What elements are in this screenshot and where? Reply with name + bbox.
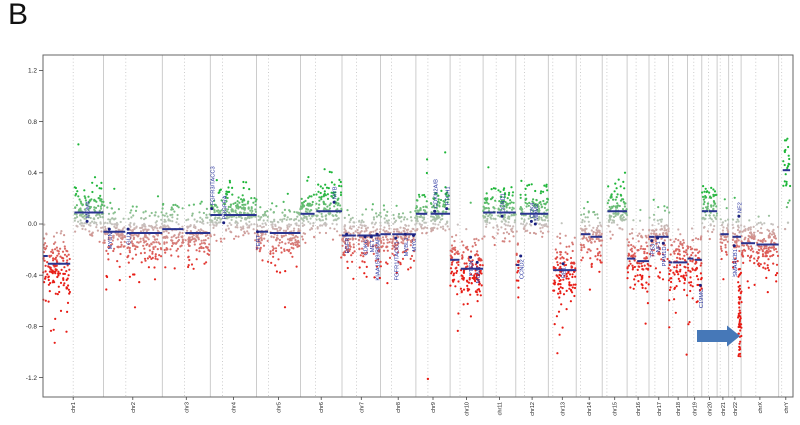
gene-label-TERT: TERT xyxy=(256,234,262,249)
x-tick-label-chr2: chr2 xyxy=(131,402,137,413)
gene-label-MDM4: MDM4 xyxy=(86,200,92,218)
y-tick-label: 0.8 xyxy=(28,119,37,126)
gene-dot-CDKN2A/B xyxy=(433,209,437,213)
gene-dot-FGFR1/TACC1 xyxy=(394,236,398,240)
y-tick-label: -0.8 xyxy=(26,324,38,331)
gene-dot-MYBL1 xyxy=(403,232,407,236)
x-tick-label-chr4: chr4 xyxy=(232,402,238,413)
gene-label-NF2: NF2 xyxy=(738,202,744,213)
gene-label-SMARCB1: SMARCB1 xyxy=(733,249,739,277)
gene-label-PTEN: PTEN xyxy=(469,261,475,276)
y-tick-label: 0.0 xyxy=(28,221,37,228)
gene-label-PDGFRA: PDGFRA xyxy=(222,195,228,219)
gene-label-PTCH1: PTCH1 xyxy=(445,186,451,205)
gene-label-CDK6: CDK6 xyxy=(364,240,370,255)
y-tick-label: -0.4 xyxy=(26,272,38,279)
gene-label-GLI2: GLI2 xyxy=(127,232,133,245)
gene-dot-TP53 xyxy=(650,239,654,243)
gene-label-NF1: NF1 xyxy=(656,241,662,252)
gene-dot-MYC xyxy=(412,234,415,237)
gene-dot-FGFR3/TACC3 xyxy=(210,207,214,211)
gene-label-FGFR3/TACC3: FGFR3/TACC3 xyxy=(210,166,216,205)
gene-dot-CDK4 xyxy=(529,219,533,223)
x-tick-label-chr21: chr21 xyxy=(721,402,727,416)
gene-label-C19MC: C19MC xyxy=(699,289,705,309)
gene-label-EGFR: EGFR xyxy=(345,237,351,253)
gene-label-TP53: TP53 xyxy=(650,244,656,258)
x-tick-label-chr22: chr22 xyxy=(733,402,739,416)
x-tick-label-chr15: chr15 xyxy=(613,402,619,416)
gene-label-MET: MET xyxy=(370,240,376,253)
x-tick-label-chr1: chr1 xyxy=(71,402,77,413)
y-tick-label: 0.4 xyxy=(28,170,37,177)
x-tick-label-chr6: chr6 xyxy=(319,402,325,413)
gene-label-CDKN2A/B: CDKN2A/B xyxy=(433,179,439,208)
arrow-shape xyxy=(697,325,740,347)
gene-dot-CCND1 xyxy=(500,214,504,218)
gene-dot-PTEN xyxy=(469,255,473,259)
gene-label-MDM2: MDM2 xyxy=(534,204,540,221)
gene-dot-KIAA1549/BRAF xyxy=(375,232,379,236)
gene-dot-MYB xyxy=(332,200,336,204)
gene-dot-EGFR xyxy=(345,232,349,236)
x-tick-label-chr18: chr18 xyxy=(676,402,682,416)
gene-label-MYBL1: MYBL1 xyxy=(404,237,410,256)
gene-dot-PTCH1 xyxy=(445,207,449,211)
gridlines xyxy=(72,55,783,397)
x-tick-label-chr3: chr3 xyxy=(184,402,190,413)
gene-dot-MDM2 xyxy=(533,222,537,226)
x-tick-label-chr14: chr14 xyxy=(587,402,593,416)
x-tick-label-chr13: chr13 xyxy=(560,402,566,416)
y-tick-label: 1.2 xyxy=(28,68,37,75)
gene-label-FGFR1/TACC1: FGFR1/TACC1 xyxy=(394,241,400,280)
gene-dot-C19MC xyxy=(698,283,702,287)
x-tick-label-chr20: chr20 xyxy=(708,402,714,416)
gene-dot-MDM4 xyxy=(85,219,89,223)
gene-label-CDK4: CDK4 xyxy=(530,202,536,218)
x-tick-label-chr17: chr17 xyxy=(657,402,663,416)
gene-dot-MYCN xyxy=(107,227,111,231)
gene-dot-PPM1D xyxy=(661,241,665,245)
gene-label-MYCN: MYCN xyxy=(108,232,114,249)
gene-dot-GLI2 xyxy=(126,227,130,231)
segment-means xyxy=(43,169,791,272)
gene-label-RB1: RB1 xyxy=(562,267,568,278)
x-tick-label-chr12: chr12 xyxy=(530,402,536,416)
gene-dot-NF1 xyxy=(656,236,660,240)
gene-label-PPM1D: PPM1D xyxy=(662,246,668,266)
gene-dot-RB1 xyxy=(561,262,565,266)
gene-dot-SMARCB1 xyxy=(732,244,736,248)
x-tick-label-chr8: chr8 xyxy=(396,402,402,413)
gene-annotations: MDM4 MYCN GLI2 FGFR3/TACC3 PDGFRA TERT MYB EGFR… xyxy=(85,166,744,309)
gene-dot-CCND2 xyxy=(519,254,523,258)
x-tick-label-chrY: chrY xyxy=(784,402,790,414)
gene-dot-PDGFRA xyxy=(222,221,226,225)
scatter-dots xyxy=(42,137,792,381)
x-tick-label-chr10: chr10 xyxy=(465,402,471,416)
gene-label-CCND1: CCND1 xyxy=(501,193,507,213)
highlight-arrow xyxy=(697,325,740,347)
x-tick-label-chr9: chr9 xyxy=(431,402,437,413)
x-tick-label-chr19: chr19 xyxy=(693,402,699,416)
gene-dot-TERT xyxy=(256,230,259,234)
gene-dot-MET xyxy=(369,235,373,239)
x-tick-label-chr16: chr16 xyxy=(636,402,642,416)
gene-dot-NF2 xyxy=(737,214,741,218)
gene-label-CCND2: CCND2 xyxy=(519,259,525,279)
axes: 1.2 0.8 0.4 0.0 -0.4 -0.8 -1.2 chr1 chr2 chr3 chr4… xyxy=(26,54,794,416)
x-tick-label-chr11: chr11 xyxy=(498,402,504,415)
gene-label-MYB: MYB xyxy=(333,186,339,199)
gene-label-KIAA1549/BRAF: KIAA1549/BRAF xyxy=(376,237,382,281)
gene-dot-MGMT xyxy=(475,260,479,264)
x-tick-label-chr7: chr7 xyxy=(359,402,365,413)
x-tick-label-chrX: chrX xyxy=(758,402,764,414)
panel-label: B xyxy=(8,0,29,31)
y-tick-label: -1.2 xyxy=(26,375,38,382)
gene-dot-CDK6 xyxy=(363,235,367,239)
gene-label-MYC: MYC xyxy=(412,239,418,252)
x-tick-label-chr5: chr5 xyxy=(277,402,283,413)
gene-label-MGMT: MGMT xyxy=(476,265,482,283)
